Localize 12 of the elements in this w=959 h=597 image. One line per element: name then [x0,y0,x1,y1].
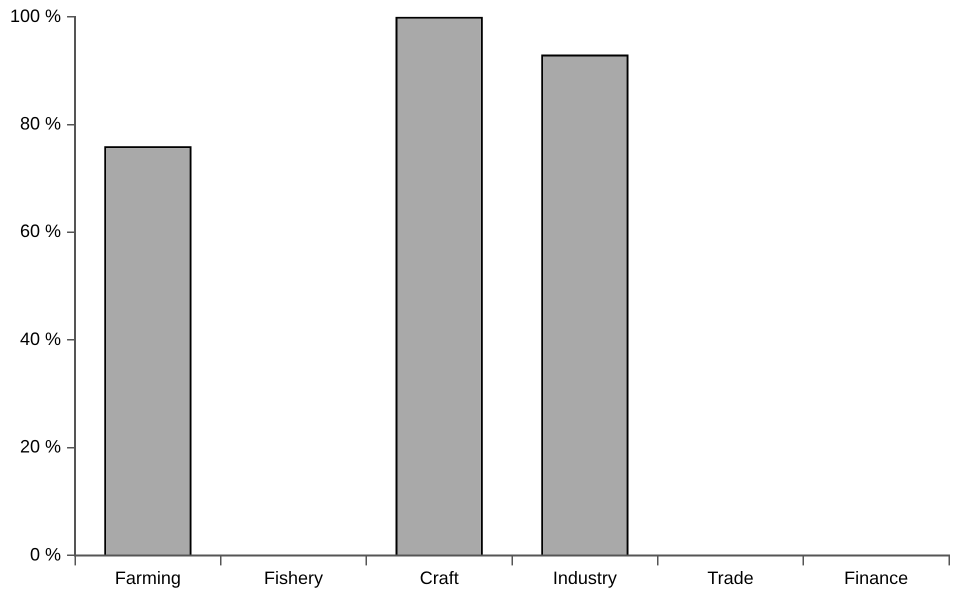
y-tick-label: 20 % [20,436,62,457]
y-tick-label: 60 % [20,221,62,242]
y-tick-label: 80 % [20,113,62,134]
x-tick-label: Trade [707,568,754,588]
x-tick-label: Farming [114,568,181,588]
y-tick-label: 40 % [20,328,62,349]
y-tick-label: 100 % [10,6,62,26]
x-tick-label: Finance [844,568,908,588]
x-tick-label: Fishery [264,568,324,588]
x-tick-label: Craft [420,568,459,588]
x-tick-label: Industry [552,568,617,588]
y-tick-label: 0 % [30,544,62,564]
